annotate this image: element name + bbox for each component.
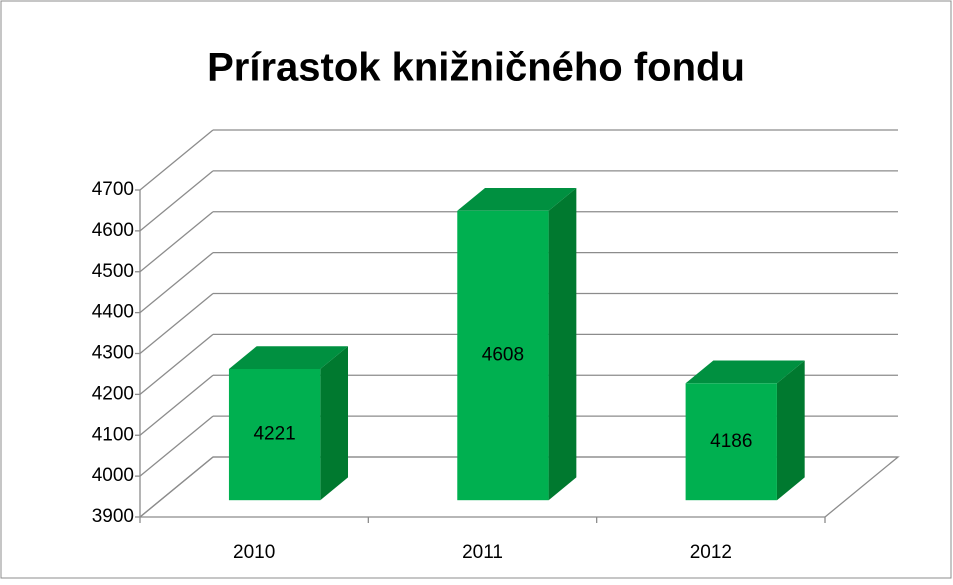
data-label: 4186 — [710, 431, 752, 452]
x-tick-label: 2012 — [690, 542, 732, 563]
bar — [457, 210, 549, 501]
y-tick-label: 3900 — [92, 506, 134, 527]
x-tick-label: 2010 — [233, 542, 275, 563]
x-tick-label: 2011 — [462, 542, 503, 563]
y-tick-label: 4600 — [92, 220, 134, 241]
y-tick-label: 4700 — [92, 179, 134, 200]
grid-line — [139, 374, 214, 436]
bar-side — [776, 360, 805, 501]
bar-side — [548, 188, 577, 501]
bar-top — [228, 346, 349, 369]
bar-top — [457, 188, 577, 211]
data-label: 4608 — [482, 345, 524, 366]
chart-title: Prírastok knižničného fondu — [207, 46, 745, 90]
grid-line — [139, 252, 214, 314]
data-label: 4221 — [253, 424, 295, 445]
bar — [228, 368, 321, 501]
grid-line — [139, 170, 214, 232]
grid-line — [139, 415, 214, 477]
y-tick-label: 4200 — [92, 383, 134, 404]
y-tick-label: 4500 — [92, 261, 134, 282]
bar — [685, 383, 777, 501]
grid-line — [139, 333, 214, 395]
bar-top — [685, 360, 805, 384]
y-tick-label: 4300 — [92, 343, 134, 364]
grid-line — [139, 292, 214, 355]
y-tick-label: 4000 — [92, 465, 134, 486]
bar-side — [320, 346, 349, 501]
grid-line — [139, 456, 214, 518]
grid-line — [139, 129, 214, 191]
grid-line — [139, 211, 214, 273]
y-tick-label: 4100 — [92, 424, 134, 445]
y-tick-label: 4400 — [92, 302, 134, 323]
